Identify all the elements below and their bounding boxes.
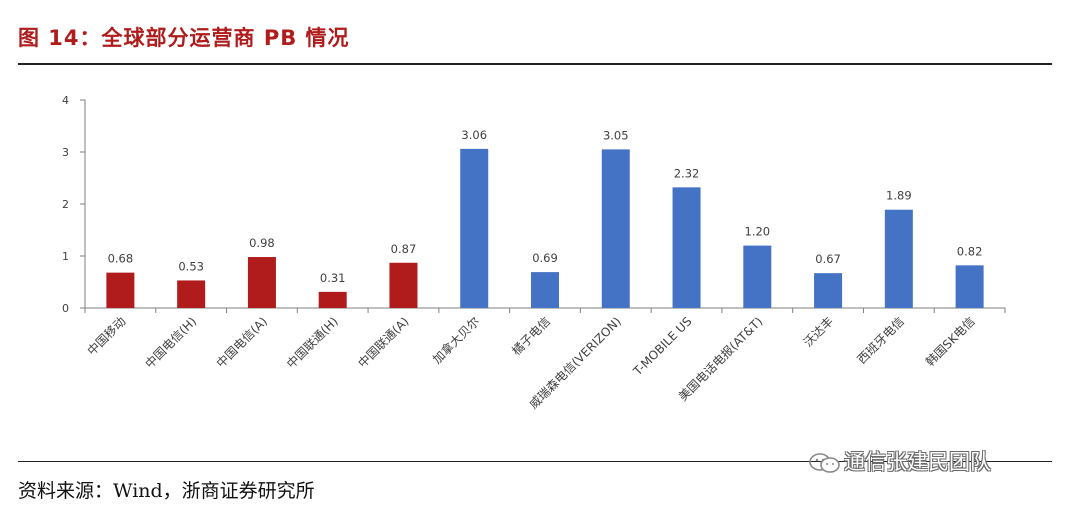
pb-bar-chart: 0 1 2 3 4 0.68 中国移动 0.53 中国电信(H) 0.98 中国电信(A) 0.31 中… [62, 94, 1006, 412]
y-tick-label: 3 [62, 146, 69, 159]
bar [531, 272, 559, 308]
category-label: 沃达丰 [801, 314, 836, 349]
category-label: 加拿大贝尔 [429, 314, 482, 367]
source-note: 资料来源：Wind，浙商证券研究所 [18, 480, 315, 502]
y-tick-label: 2 [62, 198, 69, 211]
watermark-text: 通信张建民团队 [844, 450, 991, 474]
y-tick-label: 1 [62, 250, 69, 263]
bar [318, 291, 347, 308]
bar [743, 245, 772, 308]
bar [955, 265, 984, 308]
bar [177, 280, 206, 308]
data-label: 0.53 [178, 259, 204, 273]
data-label: 1.20 [745, 225, 771, 239]
bar [106, 272, 135, 308]
y-tick-label: 0 [62, 302, 69, 315]
y-tick-label: 4 [62, 94, 69, 107]
bar [460, 148, 489, 308]
data-label: 2.32 [674, 166, 700, 180]
bar [247, 257, 276, 308]
figure-title: 图 14：全球部分运营商 PB 情况 [18, 26, 350, 50]
data-label: 0.82 [957, 244, 983, 258]
data-label: 0.68 [108, 252, 134, 266]
category-label: 中国电信(H) [142, 314, 200, 372]
category-label: T-MOBILE US [630, 314, 695, 379]
category-label: 中国电信(A) [213, 314, 270, 371]
top-divider [18, 63, 1052, 65]
data-label: 0.31 [320, 271, 346, 285]
data-label: 3.05 [603, 128, 629, 142]
bar [884, 209, 913, 308]
category-label: 中国联通(H) [283, 314, 341, 372]
bar [601, 149, 630, 308]
category-label: 韩国SK电信 [922, 314, 978, 370]
category-label: 西班牙电信 [855, 314, 907, 366]
category-label: 中国联通(A) [355, 314, 412, 371]
watermark: 通信张建民团队 [808, 446, 991, 476]
data-label: 0.67 [815, 252, 841, 266]
bar [814, 273, 843, 308]
data-label: 0.69 [532, 251, 558, 265]
bar [672, 187, 701, 308]
data-label: 0.87 [391, 242, 417, 256]
data-label: 0.98 [249, 236, 275, 250]
data-label: 3.06 [461, 128, 487, 142]
wechat-icon [809, 453, 840, 473]
category-label: 橘子电信 [509, 314, 554, 359]
data-label: 1.89 [886, 189, 912, 203]
category-label: 中国移动 [84, 314, 129, 359]
bottom-divider [18, 461, 1052, 462]
bar [389, 262, 418, 308]
